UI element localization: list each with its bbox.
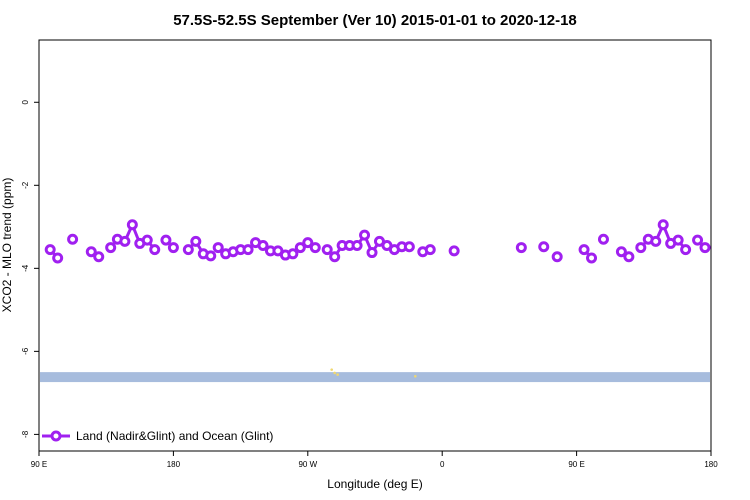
data-point xyxy=(141,234,153,246)
data-point xyxy=(329,251,341,263)
x-tick-label: 0 xyxy=(440,460,445,469)
data-point xyxy=(44,244,56,256)
y-tick-label: -4 xyxy=(21,264,30,272)
data-point xyxy=(105,242,117,254)
data-point xyxy=(67,233,79,245)
data-point xyxy=(205,250,217,262)
data-point xyxy=(242,244,254,256)
land-mark xyxy=(330,368,333,371)
data-point xyxy=(448,245,460,257)
data-point xyxy=(287,248,299,260)
data-point xyxy=(182,244,194,256)
data-point xyxy=(623,251,635,263)
data-point xyxy=(538,241,550,253)
data-point xyxy=(597,233,609,245)
data-point xyxy=(650,235,662,247)
data-point xyxy=(257,240,269,251)
data-point xyxy=(515,242,527,254)
y-tick-label: -8 xyxy=(21,430,30,438)
data-point xyxy=(85,246,97,258)
ocean-band xyxy=(40,372,710,383)
data-point xyxy=(692,234,704,246)
chart-title: 57.5S-52.5S September (Ver 10) 2015-01-0… xyxy=(173,12,577,29)
data-point xyxy=(309,242,321,254)
data-point xyxy=(672,234,684,246)
data-point xyxy=(212,242,224,254)
y-tick-label: -2 xyxy=(21,181,30,189)
data-point xyxy=(167,242,179,254)
data-point xyxy=(699,242,711,254)
data-point xyxy=(321,244,333,256)
data-point xyxy=(635,242,647,254)
legend: Land (Nadir&Glint) and Ocean (Glint) xyxy=(42,429,273,443)
y-axis-label: XCO2 - MLO trend (ppm) xyxy=(0,178,14,313)
legend-marker xyxy=(50,430,62,442)
data-point xyxy=(657,219,669,231)
legend-label: Land (Nadir&Glint) and Ocean (Glint) xyxy=(76,429,273,443)
data-point xyxy=(366,247,378,259)
y-tick-label: -6 xyxy=(21,347,30,355)
data-point xyxy=(302,237,314,249)
x-tick-label: 90 W xyxy=(298,460,317,469)
y-axis: 0 -2 -4 -6 -8 xyxy=(21,99,39,438)
land-mark xyxy=(414,374,417,378)
data-point xyxy=(190,235,202,247)
data-point xyxy=(680,244,692,256)
data-point xyxy=(586,252,598,264)
data-point xyxy=(551,251,563,263)
data-point xyxy=(351,240,363,251)
x-tick-label: 180 xyxy=(167,460,181,469)
data-point xyxy=(403,241,415,253)
data-point xyxy=(160,234,172,246)
land-mark xyxy=(333,371,336,375)
x-axis: 90 E 180 90 W 0 90 E 180 xyxy=(31,451,718,469)
x-tick-label: 90 E xyxy=(31,460,47,469)
data-point xyxy=(93,251,105,263)
data-point xyxy=(578,244,590,256)
plot-area xyxy=(40,219,711,383)
data-point xyxy=(359,229,371,241)
data-point xyxy=(126,219,138,231)
data-point xyxy=(119,235,131,247)
land-mark xyxy=(336,373,339,376)
plot-frame xyxy=(38,39,712,452)
x-axis-label: Longitude (deg E) xyxy=(327,477,422,491)
data-point xyxy=(424,244,436,256)
x-tick-label: 180 xyxy=(704,460,718,469)
data-point xyxy=(294,242,306,254)
y-tick-label: 0 xyxy=(21,99,30,104)
x-tick-label: 90 E xyxy=(568,460,584,469)
data-point xyxy=(149,244,161,256)
data-point xyxy=(52,252,64,264)
data-point xyxy=(615,246,627,258)
